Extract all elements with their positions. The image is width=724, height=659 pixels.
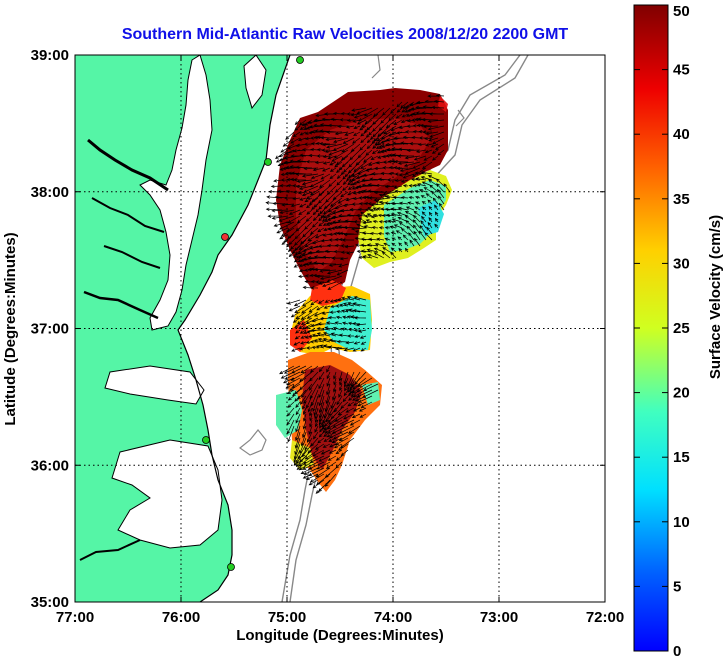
radar-station-marker xyxy=(202,436,210,444)
y-axis-ticks: 39:00 38:00 37:00 36:00 35:00 xyxy=(31,47,605,611)
chesapeake-bay xyxy=(139,55,213,331)
x-tick-label: 76:00 xyxy=(162,609,200,626)
bathymetry-contour xyxy=(371,55,465,127)
james-river xyxy=(83,290,159,320)
map-plot-area xyxy=(75,55,605,602)
map-grid xyxy=(75,55,605,602)
x-axis-label: Longitude (Degrees:Minutes) xyxy=(236,627,444,644)
colorbar-tick-label: 40 xyxy=(673,126,690,143)
velocity-field-middle-slow xyxy=(324,296,372,350)
bathymetry-contour xyxy=(238,429,267,456)
y-tick-label: 36:00 xyxy=(31,457,69,474)
colorbar-tick-label: 15 xyxy=(673,449,690,466)
x-tick-label: 75:00 xyxy=(268,609,306,626)
y-tick-label: 37:00 xyxy=(31,321,69,338)
x-tick-label: 77:00 xyxy=(56,609,94,626)
colorbar-tick-label: 45 xyxy=(673,62,690,79)
x-tick-label: 72:00 xyxy=(586,609,624,626)
velocity-field-middle-hot xyxy=(290,280,346,352)
neuse-river xyxy=(79,539,141,561)
colorbar-tick-label: 35 xyxy=(673,191,690,208)
colorbar-tick-label: 30 xyxy=(673,255,690,272)
colorbar-tick-label: 20 xyxy=(673,385,690,402)
map-title: Southern Mid-Atlantic Raw Velocities 200… xyxy=(122,26,569,43)
colorbar-label: Surface Velocity (cm/s) xyxy=(707,215,724,379)
x-tick-label: 74:00 xyxy=(374,609,412,626)
delaware-bay xyxy=(243,55,267,110)
colorbar-tick-label: 5 xyxy=(673,578,681,595)
x-tick-label: 73:00 xyxy=(480,609,518,626)
y-tick-label: 39:00 xyxy=(31,47,69,64)
velocity-arrow-set xyxy=(265,93,451,494)
york-river xyxy=(103,245,161,269)
radar-station-marker xyxy=(221,233,229,241)
albemarle-sound xyxy=(104,365,205,405)
velocity-field-north-mid xyxy=(296,118,430,272)
y-tick-label: 38:00 xyxy=(31,184,69,201)
rappahannock-river xyxy=(91,197,165,233)
radar-station-marker xyxy=(264,158,272,166)
colorbar-tick-label: 0 xyxy=(673,643,681,659)
radar-station-marker xyxy=(227,563,235,571)
x-axis-ticks: 77:00 76:00 75:00 74:00 73:00 72:00 xyxy=(56,55,624,626)
velocity-vectors xyxy=(265,93,451,494)
potomac-river xyxy=(87,138,169,192)
radar-station-marker xyxy=(296,56,304,64)
colorbar-tick-label: 50 xyxy=(673,3,690,20)
colorbar-tick-label: 10 xyxy=(673,514,690,531)
colorbar-tick-label: 25 xyxy=(673,320,690,337)
y-tick-label: 35:00 xyxy=(31,594,69,611)
y-axis-label: Latitude (Degrees:Minutes) xyxy=(2,232,19,425)
